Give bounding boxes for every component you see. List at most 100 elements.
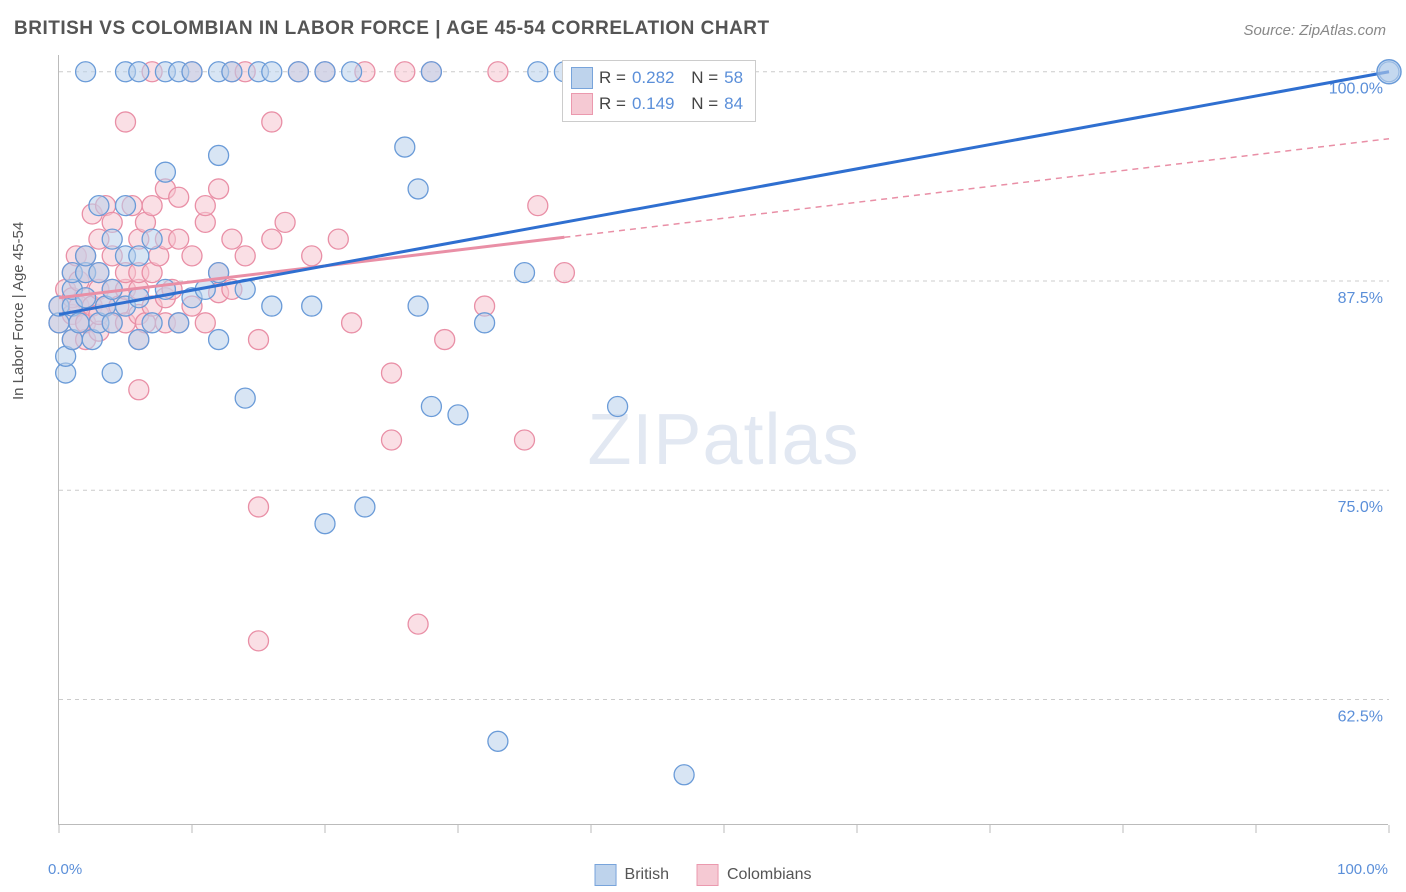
scatter-point[interactable] bbox=[342, 62, 362, 82]
trend-line-dashed bbox=[564, 139, 1389, 238]
scatter-point[interactable] bbox=[169, 313, 189, 333]
scatter-point[interactable] bbox=[275, 212, 295, 232]
legend-item-colombians[interactable]: Colombians bbox=[697, 864, 811, 886]
scatter-point[interactable] bbox=[142, 196, 162, 216]
y-tick-label: 62.5% bbox=[1338, 708, 1383, 725]
scatter-point[interactable] bbox=[129, 330, 149, 350]
scatter-point[interactable] bbox=[102, 363, 122, 383]
scatter-point[interactable] bbox=[116, 196, 136, 216]
scatter-point[interactable] bbox=[528, 62, 548, 82]
scatter-point[interactable] bbox=[142, 229, 162, 249]
scatter-point[interactable] bbox=[435, 330, 455, 350]
scatter-point[interactable] bbox=[421, 397, 441, 417]
scatter-point[interactable] bbox=[342, 313, 362, 333]
scatter-point[interactable] bbox=[89, 196, 109, 216]
scatter-point[interactable] bbox=[102, 313, 122, 333]
scatter-point[interactable] bbox=[182, 246, 202, 266]
scatter-point[interactable] bbox=[302, 296, 322, 316]
scatter-point[interactable] bbox=[76, 62, 96, 82]
scatter-point[interactable] bbox=[102, 229, 122, 249]
correlation-legend: R = 0.282 N = 58 R = 0.149 N = 84 bbox=[562, 60, 756, 122]
scatter-point[interactable] bbox=[515, 430, 535, 450]
correlation-row-colombians: R = 0.149 N = 84 bbox=[571, 91, 743, 117]
legend-label-colombians: Colombians bbox=[727, 866, 811, 884]
scatter-point[interactable] bbox=[488, 731, 508, 751]
scatter-point[interactable] bbox=[475, 313, 495, 333]
scatter-point[interactable] bbox=[195, 196, 215, 216]
scatter-point[interactable] bbox=[608, 397, 628, 417]
scatter-point[interactable] bbox=[209, 330, 229, 350]
plot-area: ZIPatlas 62.5%75.0%87.5%100.0% bbox=[58, 55, 1388, 825]
scatter-point[interactable] bbox=[76, 246, 96, 266]
n-label: N = bbox=[691, 94, 718, 114]
scatter-point[interactable] bbox=[142, 313, 162, 333]
scatter-point[interactable] bbox=[222, 229, 242, 249]
scatter-point[interactable] bbox=[182, 62, 202, 82]
correlation-row-british: R = 0.282 N = 58 bbox=[571, 65, 743, 91]
swatch-british-icon bbox=[595, 864, 617, 886]
scatter-point[interactable] bbox=[408, 179, 428, 199]
y-tick-label: 75.0% bbox=[1338, 499, 1383, 516]
scatter-point[interactable] bbox=[382, 363, 402, 383]
scatter-point[interactable] bbox=[169, 229, 189, 249]
scatter-point[interactable] bbox=[249, 497, 269, 517]
chart-title: BRITISH VS COLOMBIAN IN LABOR FORCE | AG… bbox=[14, 18, 770, 40]
scatter-point[interactable] bbox=[76, 288, 96, 308]
scatter-point[interactable] bbox=[355, 497, 375, 517]
scatter-point[interactable] bbox=[302, 246, 322, 266]
scatter-point[interactable] bbox=[408, 296, 428, 316]
x-axis-max-label: 100.0% bbox=[1337, 861, 1388, 878]
scatter-point[interactable] bbox=[528, 196, 548, 216]
scatter-point[interactable] bbox=[488, 62, 508, 82]
r-label: R = bbox=[599, 94, 626, 114]
scatter-point[interactable] bbox=[129, 380, 149, 400]
source-attribution: Source: ZipAtlas.com bbox=[1243, 22, 1386, 39]
scatter-point[interactable] bbox=[554, 263, 574, 283]
scatter-point[interactable] bbox=[209, 145, 229, 165]
scatter-point[interactable] bbox=[129, 246, 149, 266]
legend-label-british: British bbox=[625, 866, 669, 884]
scatter-point[interactable] bbox=[421, 62, 441, 82]
swatch-colombians-icon bbox=[697, 864, 719, 886]
n-value-british: 58 bbox=[724, 68, 743, 88]
scatter-point[interactable] bbox=[328, 229, 348, 249]
scatter-point[interactable] bbox=[222, 62, 242, 82]
scatter-point[interactable] bbox=[382, 430, 402, 450]
scatter-point[interactable] bbox=[395, 62, 415, 82]
scatter-point[interactable] bbox=[448, 405, 468, 425]
r-value-british: 0.282 bbox=[632, 68, 675, 88]
scatter-point[interactable] bbox=[235, 246, 255, 266]
series-legend: British Colombians bbox=[595, 864, 812, 886]
y-tick-label: 100.0% bbox=[1329, 81, 1383, 98]
scatter-point[interactable] bbox=[262, 229, 282, 249]
y-tick-label: 87.5% bbox=[1338, 290, 1383, 307]
scatter-point[interactable] bbox=[249, 330, 269, 350]
scatter-point[interactable] bbox=[262, 296, 282, 316]
scatter-point[interactable] bbox=[262, 112, 282, 132]
scatter-point[interactable] bbox=[155, 162, 175, 182]
scatter-point[interactable] bbox=[69, 313, 89, 333]
scatter-point[interactable] bbox=[1377, 60, 1401, 84]
scatter-point[interactable] bbox=[195, 313, 215, 333]
scatter-point[interactable] bbox=[515, 263, 535, 283]
scatter-point[interactable] bbox=[395, 137, 415, 157]
scatter-point[interactable] bbox=[209, 179, 229, 199]
scatter-point[interactable] bbox=[169, 187, 189, 207]
y-axis-label: In Labor Force | Age 45-54 bbox=[10, 222, 27, 400]
scatter-point[interactable] bbox=[674, 765, 694, 785]
scatter-point[interactable] bbox=[89, 263, 109, 283]
scatter-point[interactable] bbox=[129, 62, 149, 82]
scatter-point[interactable] bbox=[262, 62, 282, 82]
r-label: R = bbox=[599, 68, 626, 88]
scatter-point[interactable] bbox=[315, 62, 335, 82]
scatter-point[interactable] bbox=[235, 388, 255, 408]
scatter-point[interactable] bbox=[315, 514, 335, 534]
legend-item-british[interactable]: British bbox=[595, 864, 669, 886]
scatter-point[interactable] bbox=[116, 112, 136, 132]
scatter-point[interactable] bbox=[288, 62, 308, 82]
swatch-british bbox=[571, 67, 593, 89]
n-label: N = bbox=[691, 68, 718, 88]
plot-svg: 62.5% 75.0% 87.5% 100.0% bbox=[59, 55, 1388, 824]
scatter-point[interactable] bbox=[408, 614, 428, 634]
scatter-point[interactable] bbox=[249, 631, 269, 651]
